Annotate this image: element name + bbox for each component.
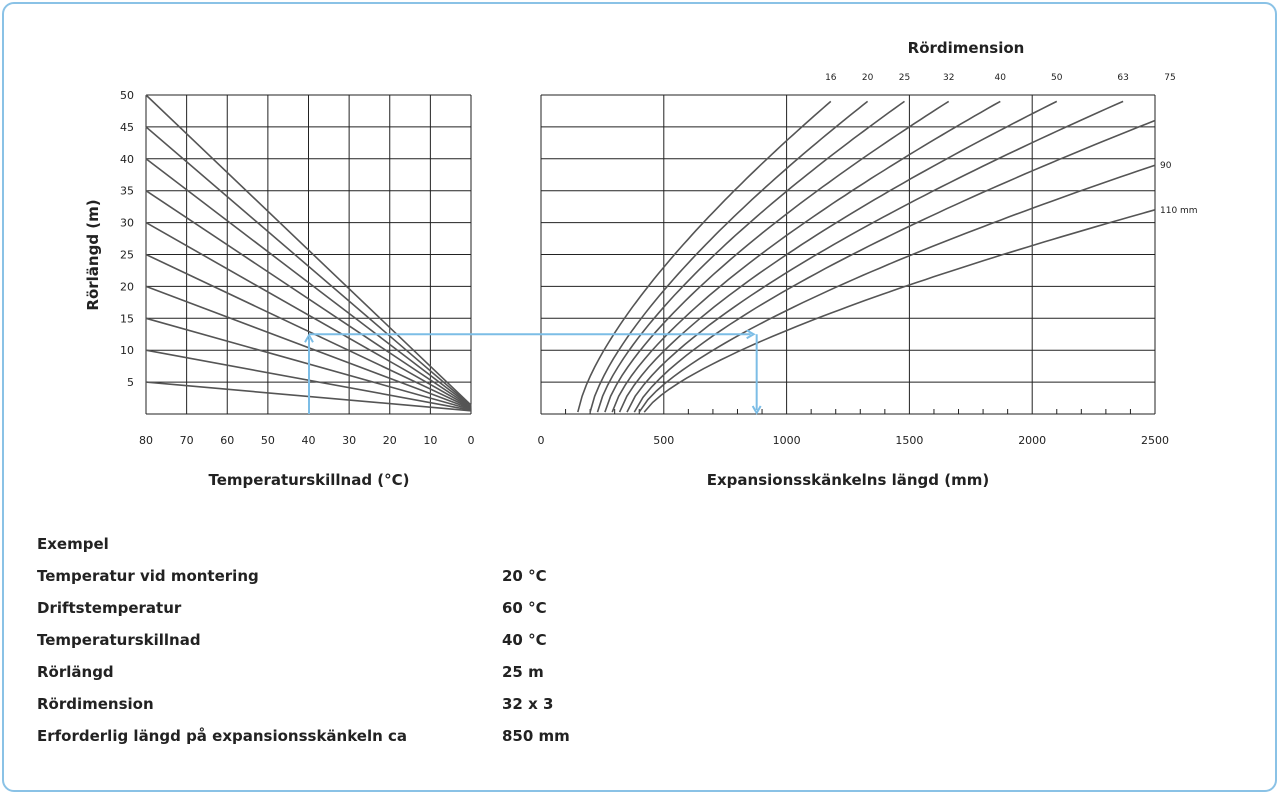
left-x-tick-label: 50 — [261, 434, 275, 447]
left-series-line — [145, 190, 472, 408]
example-label: Rördimension — [37, 695, 154, 713]
example-value: 40 °C — [502, 631, 547, 649]
right-chart-title: Rördimension — [908, 39, 1025, 57]
series-label: 20 — [862, 73, 874, 83]
right-x-tick-label: 1500 — [895, 434, 923, 447]
right-series-curve — [638, 164, 1156, 413]
right-series-curve — [643, 209, 1156, 413]
example-value: 60 °C — [502, 599, 547, 617]
example-label: Temperatur vid montering — [37, 567, 259, 585]
left-y-tick-label: 35 — [120, 185, 134, 198]
example-row: Rörlängd 25 m — [37, 661, 702, 693]
right-x-tick-label: 2500 — [1141, 434, 1169, 447]
example-table: Exempel Temperatur vid montering 20 °C Dr… — [37, 533, 702, 757]
right-series-curve — [596, 100, 905, 413]
right-series-curve — [589, 100, 869, 413]
example-label: Erforderlig längd på expansionsskänkeln … — [37, 727, 408, 745]
left-y-tick-label: 15 — [120, 312, 134, 325]
example-value: 32 x 3 — [502, 695, 554, 713]
series-label: 25 — [899, 73, 910, 83]
series-label: 32 — [943, 73, 954, 83]
left-y-tick-label: 45 — [120, 121, 134, 134]
left-x-tick-label: 20 — [383, 434, 397, 447]
right-series-curves — [577, 100, 1156, 413]
left-y-tick-label: 40 — [120, 153, 134, 166]
right-x-tick-label: 2000 — [1018, 434, 1046, 447]
example-row: Erforderlig längd på expansionsskänkeln … — [37, 725, 702, 757]
left-x-tick-label: 40 — [302, 434, 316, 447]
example-label: Rörlängd — [37, 663, 114, 681]
series-label: 110 mm — [1160, 206, 1198, 216]
left-x-tick-label: 80 — [139, 434, 153, 447]
series-label: 50 — [1051, 73, 1063, 83]
right-series-curve — [626, 100, 1124, 413]
left-x-tick-label: 70 — [180, 434, 194, 447]
right-series-curve — [611, 100, 1001, 413]
right-x-tick-label: 500 — [653, 434, 674, 447]
series-label: 90 — [1160, 161, 1172, 171]
right-series-curve — [604, 100, 950, 413]
example-row: Temperaturskillnad 40 °C — [37, 629, 702, 661]
left-x-axis-title: Temperaturskillnad (°C) — [208, 471, 409, 489]
example-row: Rördimension 32 x 3 — [37, 693, 702, 725]
example-value: 25 m — [502, 663, 544, 681]
left-y-tick-label: 50 — [120, 89, 134, 102]
y-axis-title: Rörlängd (m) — [84, 199, 102, 310]
example-heading: Exempel — [37, 533, 702, 565]
example-row: Driftstemperatur 60 °C — [37, 597, 702, 629]
right-x-tick-label: 1000 — [773, 434, 801, 447]
left-series-line — [145, 158, 472, 407]
left-y-tick-label: 10 — [120, 344, 134, 357]
example-heading-text: Exempel — [37, 535, 109, 553]
example-value: 850 mm — [502, 727, 570, 745]
left-x-tick-label: 10 — [423, 434, 437, 447]
left-x-tick-label: 30 — [342, 434, 356, 447]
series-label: 40 — [995, 73, 1007, 83]
example-label: Driftstemperatur — [37, 599, 182, 617]
left-y-tick-label: 20 — [120, 280, 134, 293]
example-arrow-down — [751, 405, 762, 416]
left-y-tick-label: 30 — [120, 217, 134, 230]
right-x-axis-title: Expansionsskänkelns längd (mm) — [707, 471, 989, 489]
series-label: 63 — [1117, 73, 1128, 83]
series-label: 16 — [825, 73, 837, 83]
example-value: 20 °C — [502, 567, 547, 585]
left-series-line — [145, 126, 472, 407]
left-series-line — [145, 94, 472, 406]
left-y-tick-label: 5 — [127, 376, 134, 389]
right-grid — [540, 94, 1156, 415]
right-series-curve — [577, 100, 832, 413]
example-path — [304, 329, 762, 416]
right-series-curve — [633, 119, 1156, 413]
right-x-tick-label: 0 — [538, 434, 545, 447]
left-series-line — [145, 221, 472, 409]
left-series-line — [145, 253, 472, 409]
example-row: Temperatur vid montering 20 °C — [37, 565, 702, 597]
left-y-tick-label: 25 — [120, 249, 134, 262]
left-x-tick-label: 0 — [468, 434, 475, 447]
example-label: Temperaturskillnad — [37, 631, 201, 649]
example-arrow-right — [746, 329, 756, 340]
left-x-tick-label: 60 — [220, 434, 234, 447]
right-series-curve — [618, 100, 1058, 413]
series-label: 75 — [1164, 73, 1175, 83]
